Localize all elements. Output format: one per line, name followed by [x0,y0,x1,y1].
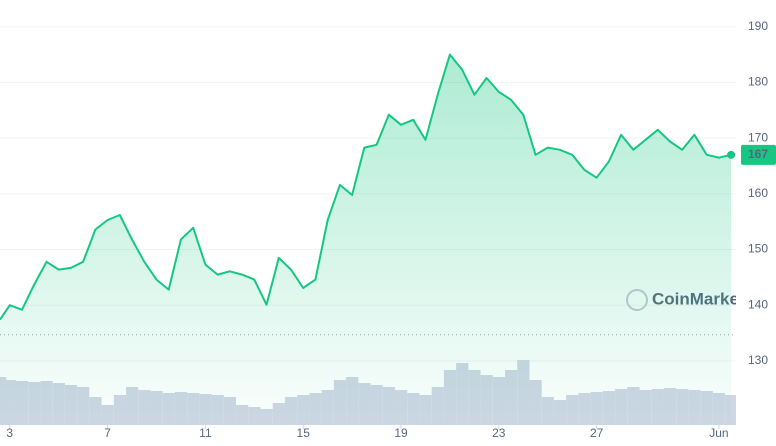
x-tick-label: 11 [199,426,212,440]
x-tick-label: 23 [492,426,506,440]
x-tick-label: 27 [590,426,604,440]
x-tick-label: 3 [6,426,13,440]
x-tick-label: 15 [297,426,311,440]
x-tick-label: Jun [709,426,728,440]
y-tick-label: 160 [748,186,768,200]
y-tick-label: 130 [748,353,768,367]
x-tick-label: 19 [394,426,408,440]
y-tick-label: 190 [748,19,768,33]
x-tick-label: 7 [104,426,111,440]
y-tick-label: 180 [748,75,768,89]
y-tick-label: 170 [748,130,768,144]
y-tick-label: 140 [748,297,768,311]
price-area [0,54,732,425]
last-point [727,150,736,159]
price-badge [741,144,776,165]
plot: CoinMarketCap [0,53,736,425]
y-tick-label: 150 [748,242,768,256]
price-line [0,53,732,321]
price-badge-label: 167 [748,147,768,161]
